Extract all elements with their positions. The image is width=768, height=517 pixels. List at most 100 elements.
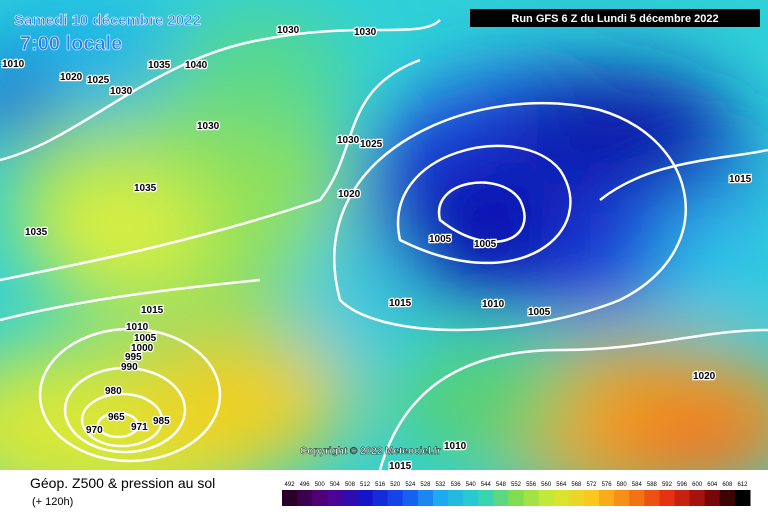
scale-label: 584	[632, 482, 643, 488]
scale-swatch	[704, 490, 721, 506]
isobar-label: 1010	[444, 441, 467, 452]
isobar-label: 1035	[134, 183, 157, 194]
scale-label: 604	[707, 482, 718, 488]
scale-swatch	[538, 490, 555, 506]
isobar-label: 1015	[141, 305, 164, 316]
scale-swatch	[478, 490, 494, 506]
valid-date: Samedi 10 décembre 2022	[14, 12, 201, 29]
scale-swatch	[327, 490, 343, 506]
isobar-label: 1025	[360, 139, 383, 150]
isobar-label: 990	[121, 362, 138, 373]
scale-label: 564	[556, 482, 567, 488]
scale-swatch	[342, 490, 358, 506]
scale-swatch	[508, 490, 525, 506]
scale-label: 520	[390, 482, 401, 488]
scale-swatch	[719, 490, 736, 506]
scale-label: 568	[571, 482, 582, 488]
isobar-label: 1035	[148, 60, 171, 71]
isobar-label: 980	[105, 386, 122, 397]
scale-swatch	[583, 490, 600, 506]
scale-label: 500	[315, 482, 326, 488]
scale-label: 524	[405, 482, 416, 488]
scale-label: 512	[360, 482, 371, 488]
scale-swatch	[312, 490, 328, 506]
scale-swatch	[417, 490, 434, 506]
scale-label: 596	[677, 482, 688, 488]
scale-label: 576	[602, 482, 613, 488]
scale-swatch	[432, 490, 449, 506]
isobar-label: 1035	[25, 227, 48, 238]
scale-label: 608	[722, 482, 733, 488]
isobar-label: 1030	[337, 135, 360, 146]
scale-label: 536	[451, 482, 462, 488]
scale-swatch	[402, 490, 419, 506]
scale-label: 540	[466, 482, 477, 488]
scale-label: 556	[526, 482, 537, 488]
scale-label: 516	[375, 482, 386, 488]
isobar-label: 965	[108, 412, 125, 423]
scale-label: 532	[436, 482, 447, 488]
scale-swatch	[659, 490, 676, 506]
scale-label: 544	[481, 482, 492, 488]
isobar-label: 1000	[131, 343, 154, 354]
scale-label: 492	[285, 482, 296, 488]
scale-swatch	[614, 490, 630, 506]
isobar-label: 970	[86, 425, 103, 436]
isobar-label: 1005	[474, 239, 497, 250]
color-scale: 492 496 500 504 508 512 516 520 524 528 532 536 540 5…	[282, 482, 751, 506]
isobar-label: 1030	[277, 25, 300, 36]
local-time: 7:00 locale	[20, 33, 122, 55]
scale-swatch	[448, 490, 464, 506]
isobar-label: 1030	[197, 121, 220, 132]
scale-swatch	[523, 490, 540, 506]
scale-label: 548	[496, 482, 507, 488]
isobar-label: 1015	[389, 461, 412, 472]
scale-swatch	[689, 490, 706, 506]
scale-label: 504	[330, 482, 341, 488]
scale-label: 528	[420, 482, 431, 488]
scale-label: 572	[586, 482, 597, 488]
isobar-label: 1020	[60, 72, 83, 83]
scale-swatch	[553, 490, 570, 506]
isobar-label: 1005	[429, 234, 452, 245]
scale-label: 592	[662, 482, 673, 488]
scale-swatch	[644, 490, 660, 506]
scale-label: 552	[511, 482, 522, 488]
isobar-label: 1020	[338, 189, 361, 200]
scale-label: 580	[617, 482, 628, 488]
isobars	[0, 19, 768, 470]
isobar-label: 1015	[729, 174, 752, 185]
scale-label: 600	[692, 482, 703, 488]
footer-title: Géop. Z500 & pression au sol	[30, 475, 215, 491]
isobar-label: 1040	[185, 60, 208, 71]
scale-label: 496	[300, 482, 311, 488]
scale-label: 560	[541, 482, 552, 488]
scale-label: 588	[647, 482, 658, 488]
isobar-label: 971	[131, 422, 148, 433]
isobar-label: 1020	[693, 371, 716, 382]
scale-swatch	[387, 490, 404, 506]
isobar-label: 1005	[134, 333, 157, 344]
scale-swatch	[372, 490, 389, 506]
scale-swatch	[629, 490, 645, 506]
isobar-label: 1030	[354, 27, 377, 38]
isobar-label: 985	[153, 416, 170, 427]
scale-swatch	[599, 490, 615, 506]
isobar-label: 1010	[126, 322, 149, 333]
isobar-label: 995	[125, 352, 142, 363]
footer-lead: (+ 120h)	[32, 496, 73, 508]
scale-swatch	[674, 490, 691, 506]
run-label: Run GFS 6 Z du Lundi 5 décembre 2022	[511, 13, 718, 25]
copyright: Copyright © 2022 Meteociel.fr	[300, 446, 441, 457]
scale-swatch	[463, 490, 479, 506]
scale-swatch	[357, 490, 374, 506]
isobar-label: 1015	[389, 298, 412, 309]
isobar-label: 1010	[2, 59, 25, 70]
isobar-label: 1030	[110, 86, 133, 97]
scale-swatch	[297, 490, 313, 506]
scale-swatch	[493, 490, 509, 506]
isobar-label: 1025	[87, 75, 110, 86]
